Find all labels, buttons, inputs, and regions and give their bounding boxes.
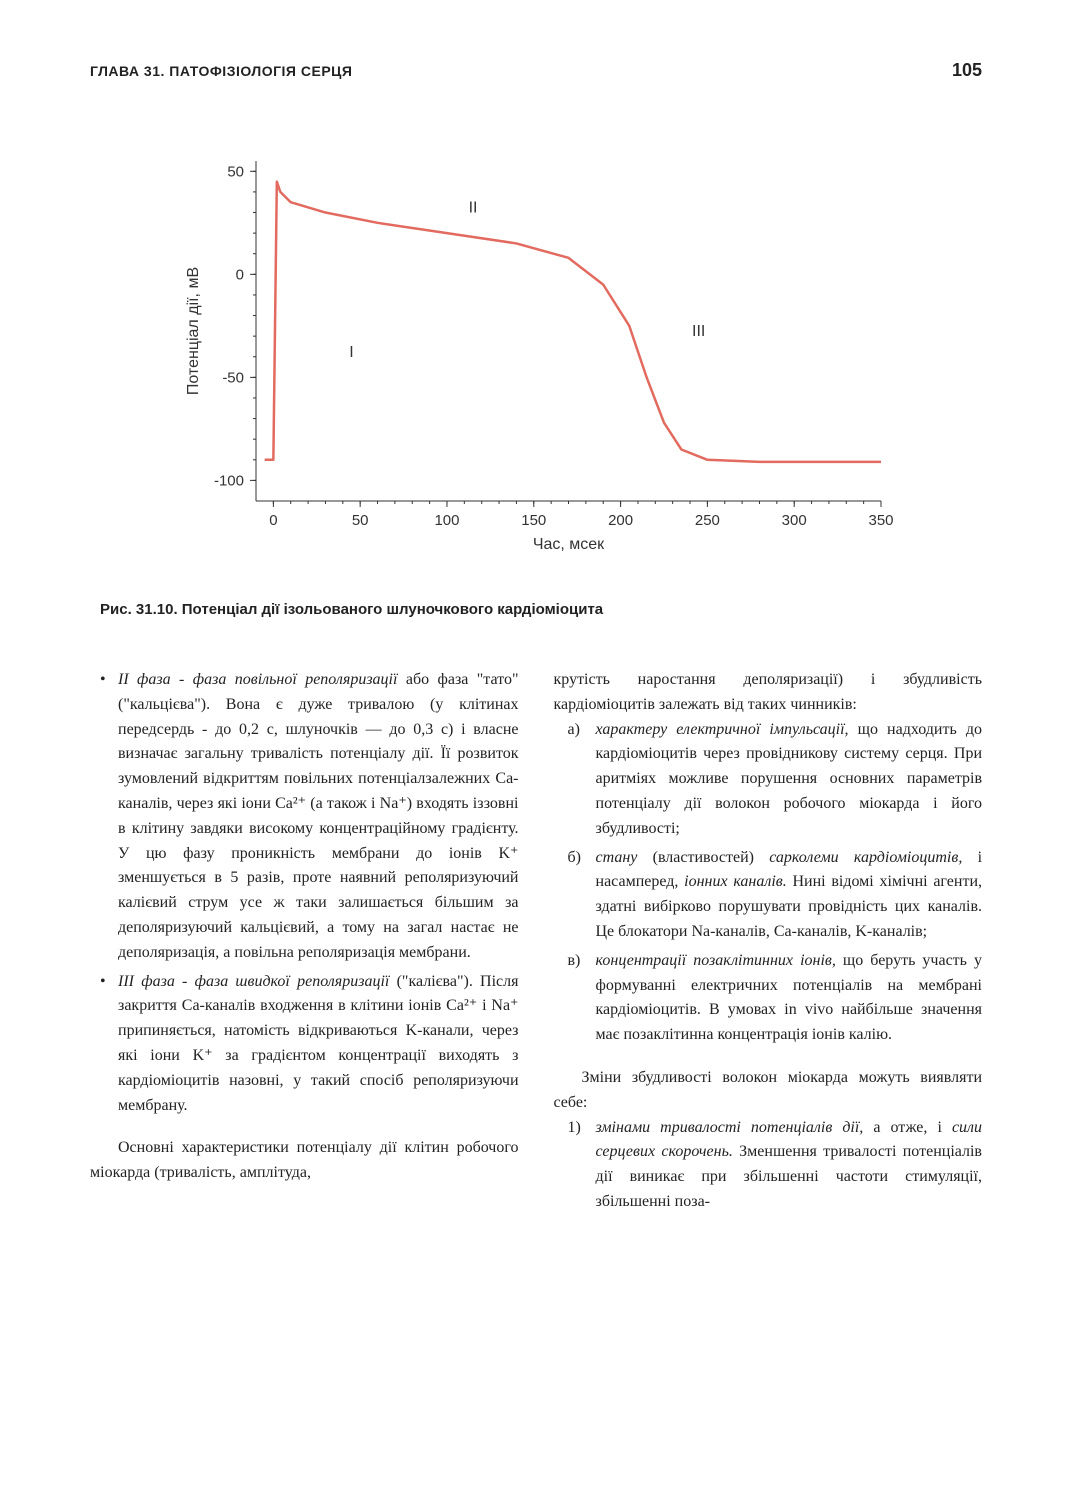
svg-text:0: 0 bbox=[269, 512, 277, 529]
page-number: 105 bbox=[952, 60, 982, 81]
change-item: 1)змінами тривалості потенціалів дії, а … bbox=[596, 1116, 983, 1215]
phase-bullet-item: II фаза - фаза повільної реполяризації а… bbox=[118, 668, 519, 966]
svg-text:300: 300 bbox=[782, 512, 807, 529]
phase-bullet-list: II фаза - фаза повільної реполяризації а… bbox=[90, 668, 519, 1118]
svg-text:Час, мсек: Час, мсек bbox=[533, 536, 605, 553]
phase-bullet-item: III фаза - фаза швидкої реполяризації ("… bbox=[118, 970, 519, 1119]
chapter-title: ГЛАВА 31. ПАТОФІЗІОЛОГІЯ СЕРЦЯ bbox=[90, 63, 352, 79]
right-lead-para: крутість наростання деполяризації) і збу… bbox=[554, 668, 983, 718]
svg-text:50: 50 bbox=[227, 163, 244, 180]
action-potential-chart: 0 50 100 150 200 250 300 350 -100 -50 0 50 Час, мсек… bbox=[90, 141, 982, 561]
figure-caption: Рис. 31.10. Потенціал дії ізольованого ш… bbox=[100, 601, 982, 618]
svg-text:50: 50 bbox=[352, 512, 369, 529]
right-column: крутість наростання деполяризації) і збу… bbox=[554, 668, 983, 1219]
excitability-para: Зміни збудливості волокон міокарда можут… bbox=[554, 1066, 983, 1116]
factors-lettered-list: а)характеру електричної імпульсації, що … bbox=[554, 718, 983, 1048]
factor-item: в)концентрації позаклітинних іонів, що б… bbox=[596, 949, 983, 1048]
left-column: II фаза - фаза повільної реполяризації а… bbox=[90, 668, 519, 1219]
factor-item: б)стану (властивостей) сарколеми кардіом… bbox=[596, 846, 983, 945]
svg-text:-50: -50 bbox=[222, 369, 244, 386]
page-header: ГЛАВА 31. ПАТОФІЗІОЛОГІЯ СЕРЦЯ 105 bbox=[90, 60, 982, 81]
svg-text:0: 0 bbox=[236, 266, 244, 283]
svg-text:350: 350 bbox=[868, 512, 893, 529]
factor-item: а)характеру електричної імпульсації, що … bbox=[596, 718, 983, 842]
svg-text:Потенціал дії, мВ: Потенціал дії, мВ bbox=[185, 267, 202, 395]
left-trailing-para: Основні характеристики потенціалу дії кл… bbox=[90, 1136, 519, 1186]
svg-text:200: 200 bbox=[608, 512, 633, 529]
changes-numbered-list: 1)змінами тривалості потенціалів дії, а … bbox=[554, 1116, 983, 1215]
svg-text:-100: -100 bbox=[214, 472, 244, 489]
svg-text:II: II bbox=[469, 200, 478, 217]
svg-text:150: 150 bbox=[521, 512, 546, 529]
text-columns: II фаза - фаза повільної реполяризації а… bbox=[90, 668, 982, 1219]
svg-text:III: III bbox=[692, 323, 705, 340]
svg-text:100: 100 bbox=[434, 512, 459, 529]
svg-text:I: I bbox=[349, 344, 353, 361]
svg-text:250: 250 bbox=[695, 512, 720, 529]
chart-svg: 0 50 100 150 200 250 300 350 -100 -50 0 50 Час, мсек… bbox=[176, 141, 896, 561]
